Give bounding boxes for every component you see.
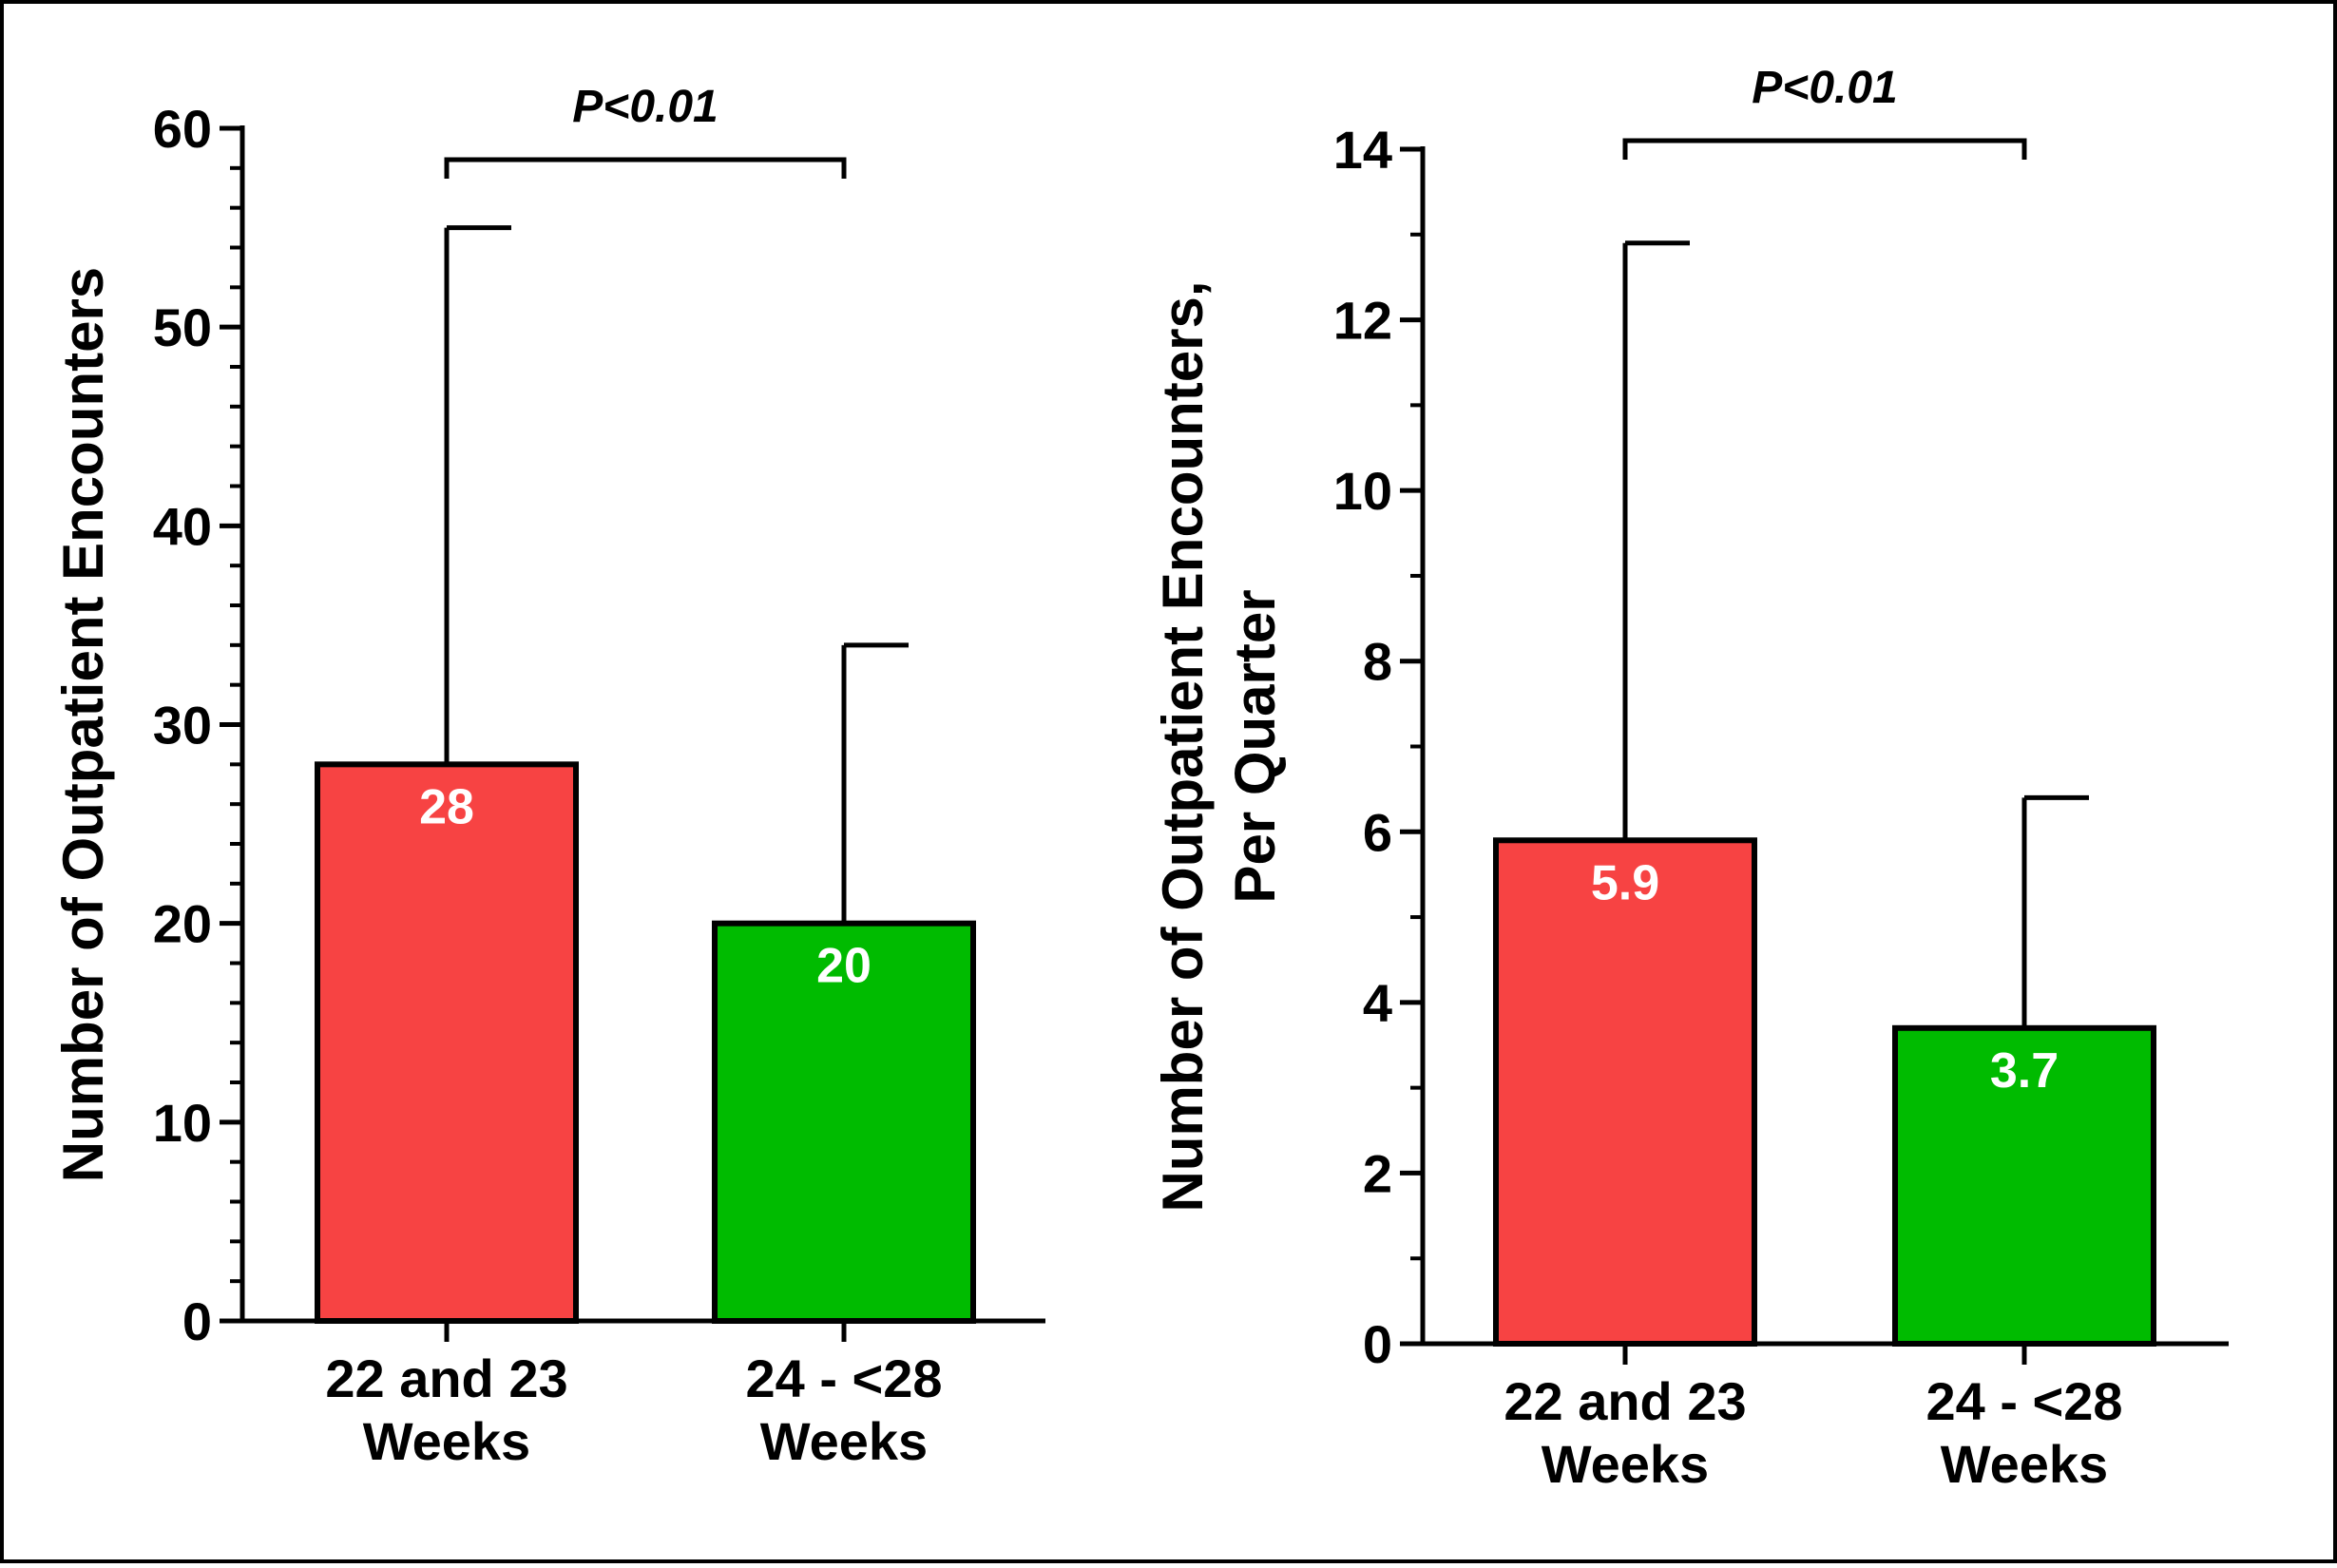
x-category-label: Weeks xyxy=(1542,1434,1709,1494)
x-category-label: 24 - <28 xyxy=(745,1348,942,1408)
x-category-label: Weeks xyxy=(1941,1434,2108,1494)
bar-value-label: 20 xyxy=(816,939,872,994)
y-tick-label: 50 xyxy=(153,297,212,357)
y-tick-label: 8 xyxy=(1363,632,1392,692)
y-tick-label: 2 xyxy=(1363,1143,1392,1203)
y-tick-label: 12 xyxy=(1333,291,1392,351)
y-tick-label: 0 xyxy=(1363,1314,1392,1374)
y-axis-label: Number of Outpatient Encounters, xyxy=(1151,280,1215,1212)
y-tick-label: 60 xyxy=(153,99,212,159)
x-category-label: Weeks xyxy=(363,1411,530,1471)
y-tick-label: 14 xyxy=(1333,120,1392,180)
bar xyxy=(1892,1024,2156,1347)
chart-left: 0 10 20 30 40 50 60 Number of Outpatient Encoun… xyxy=(51,82,1045,1471)
x-category-label: 22 and 23 xyxy=(325,1348,567,1408)
p-value-annotation: P<0.01 xyxy=(572,82,718,132)
p-value-annotation: P<0.01 xyxy=(1752,63,1897,113)
bar-value-label: 5.9 xyxy=(1591,855,1659,910)
bar xyxy=(315,761,579,1324)
y-axis-label: Number of Outpatient Encounters xyxy=(51,267,115,1182)
y-axis-label: Per Quarter xyxy=(1223,589,1287,903)
x-category-label: Weeks xyxy=(760,1411,928,1471)
bar xyxy=(712,920,976,1325)
bar-value-label: 3.7 xyxy=(1990,1043,2059,1099)
bar xyxy=(1493,837,1757,1347)
y-tick-label: 4 xyxy=(1363,973,1392,1033)
y-tick-label: 40 xyxy=(153,496,212,556)
y-tick-label: 10 xyxy=(1333,461,1392,521)
y-tick-label: 10 xyxy=(153,1093,212,1153)
y-tick-label: 20 xyxy=(153,894,212,954)
x-category-label: 24 - <28 xyxy=(1925,1371,2122,1431)
y-tick-label: 30 xyxy=(153,696,212,755)
y-tick-label: 0 xyxy=(182,1291,212,1351)
x-category-label: 22 and 23 xyxy=(1504,1371,1746,1431)
bar-value-label: 28 xyxy=(419,779,474,834)
significance-bracket xyxy=(1622,138,2027,160)
y-tick-label: 6 xyxy=(1363,802,1392,862)
chart-right: 0 2 4 6 8 10 12 14 Number of Outpatient Encounte… xyxy=(1151,63,2229,1494)
significance-bracket xyxy=(444,157,847,179)
